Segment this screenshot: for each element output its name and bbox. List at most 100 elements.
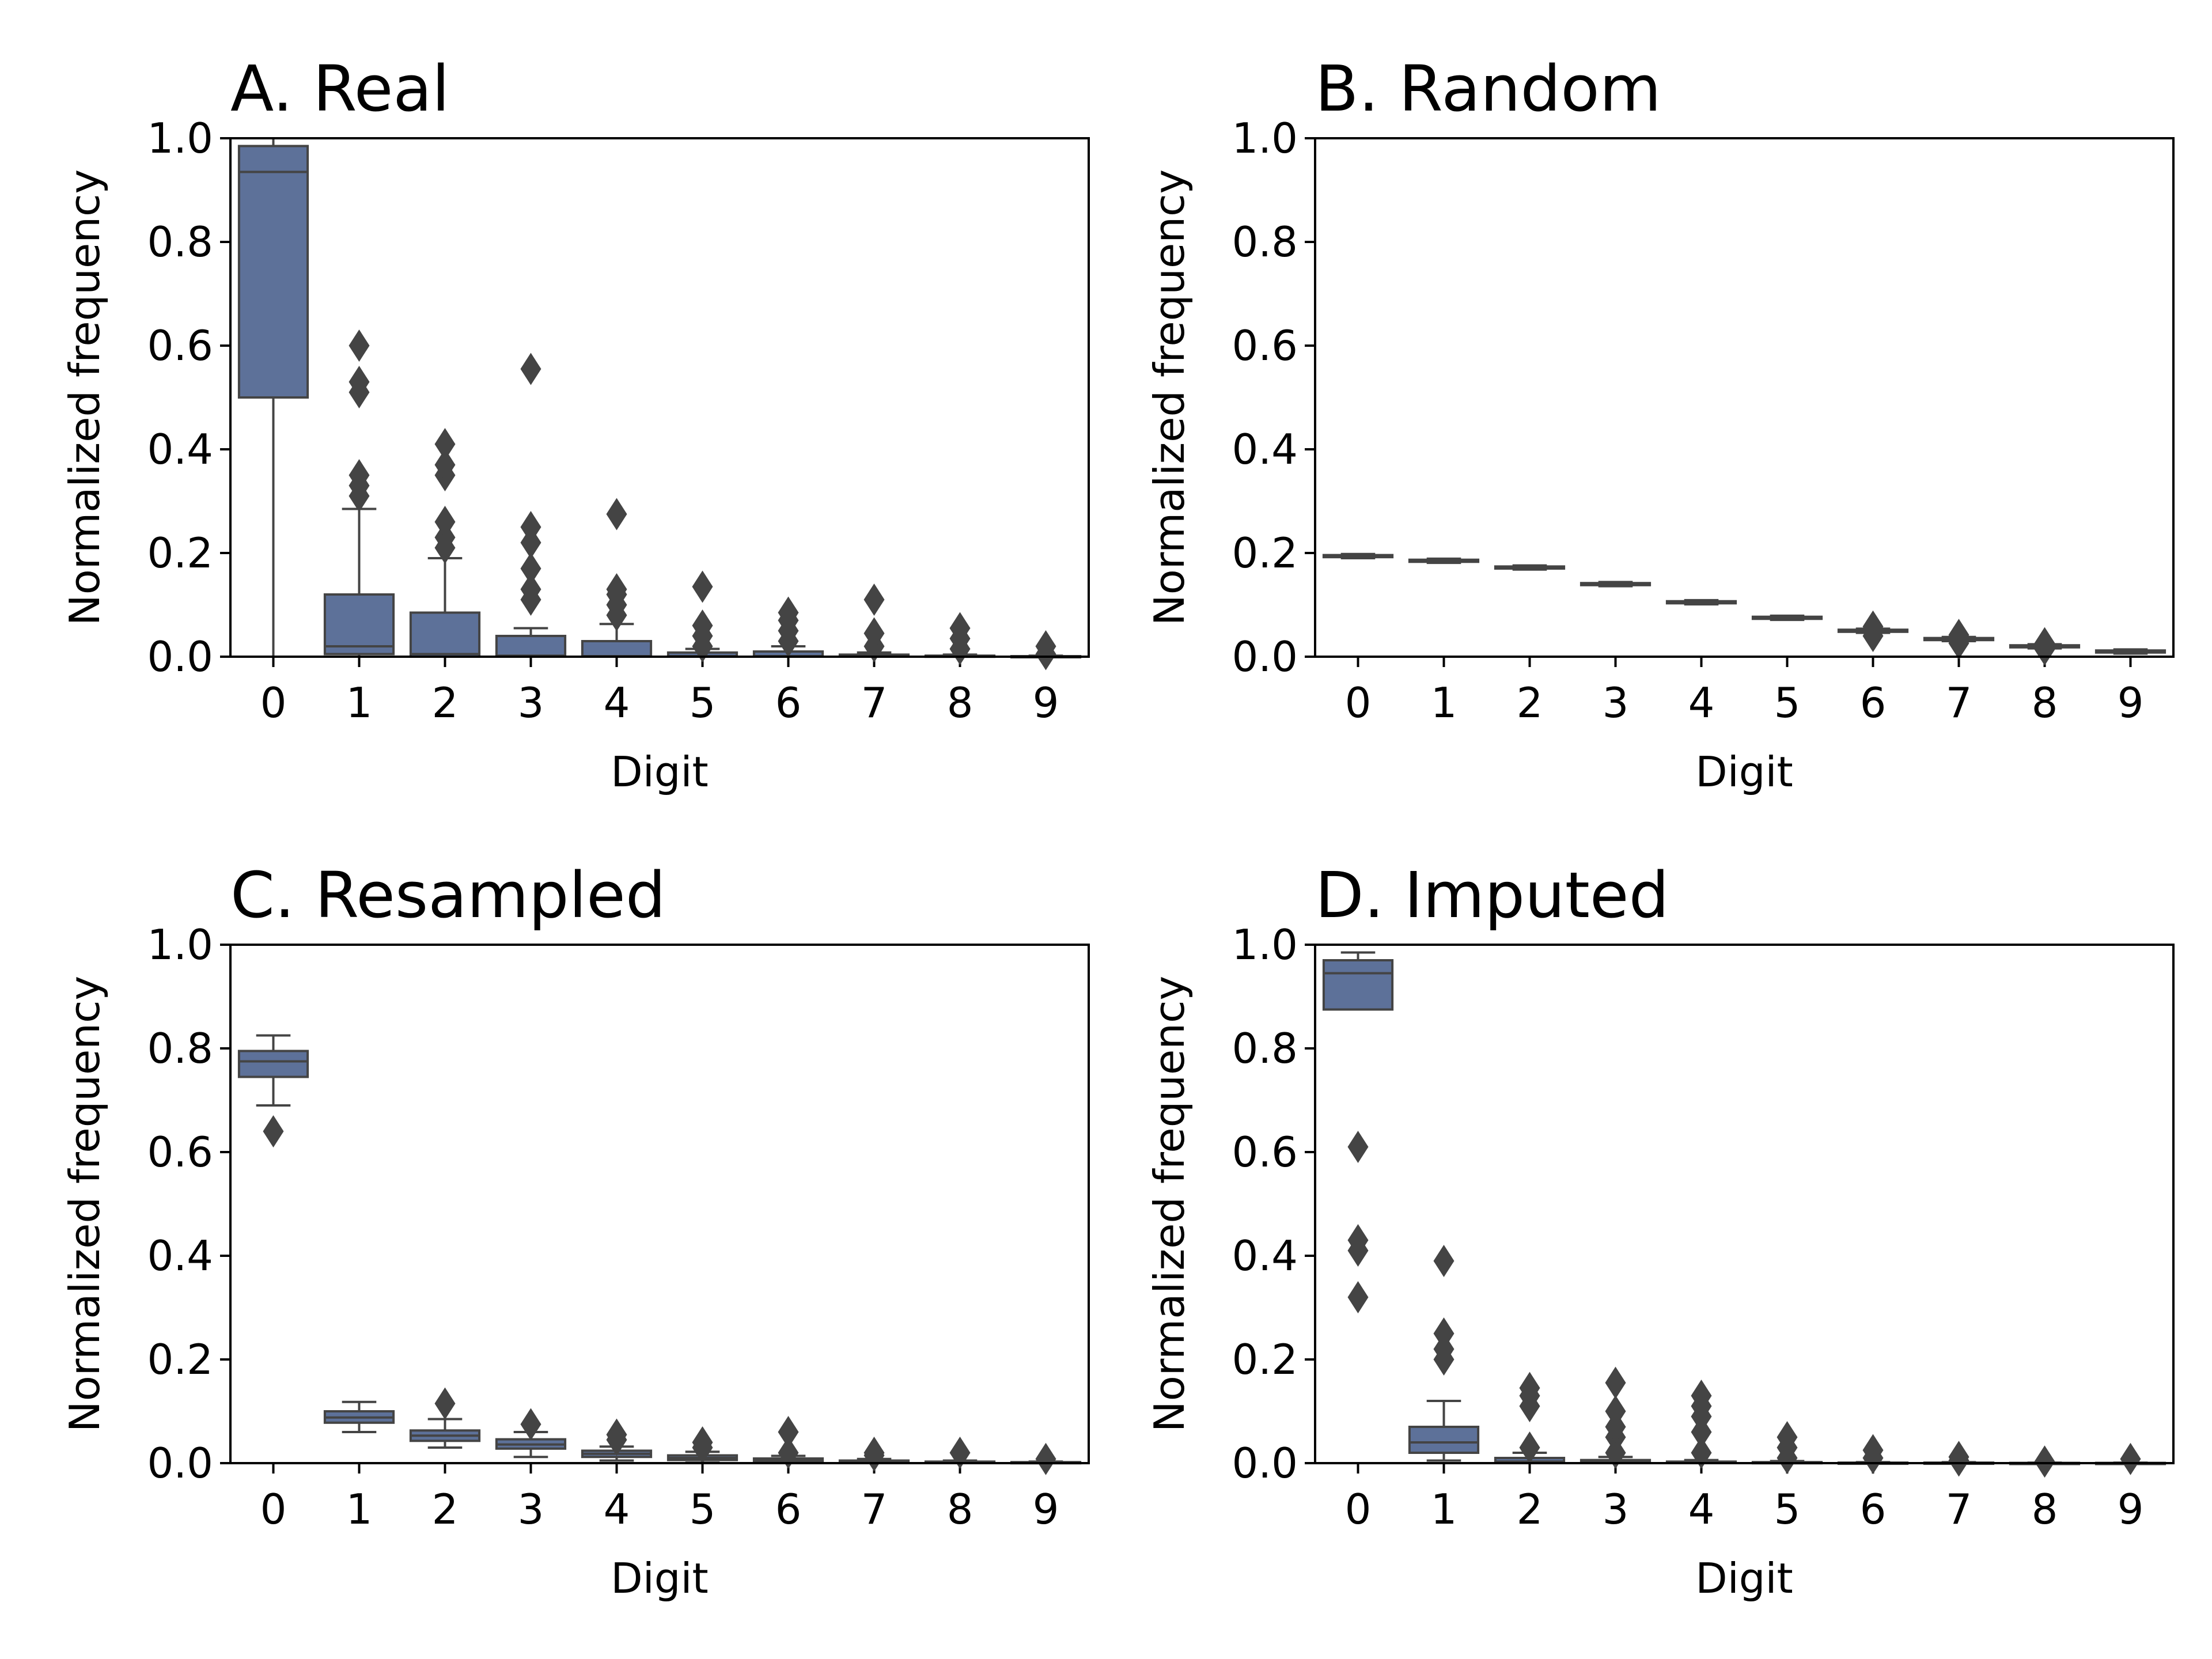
axes-frame — [1314, 944, 2175, 1464]
box-digit-1 — [1408, 1245, 1480, 1462]
box — [1322, 959, 1394, 1011]
y-tick-label: 0.0 — [147, 632, 213, 681]
outlier-marker — [1862, 1434, 1884, 1467]
outlier-marker — [2034, 627, 2055, 660]
y-tick-label: 0.4 — [147, 1232, 213, 1280]
y-tick-label: 0.6 — [1232, 321, 1298, 370]
outlier-marker — [520, 353, 541, 385]
box — [237, 1050, 309, 1078]
box-digit-2 — [409, 1387, 481, 1449]
x-tick-label: 5 — [690, 679, 716, 727]
y-tick-label: 0.6 — [147, 1128, 213, 1176]
box-digit-9 — [2094, 1442, 2166, 1475]
outlier-marker — [863, 617, 885, 650]
y-tick-label: 0.8 — [147, 218, 213, 266]
box-digit-7 — [1923, 1441, 1995, 1477]
y-axis-label: Normalized frequency — [1145, 976, 1194, 1432]
y-tick-label: 0.0 — [147, 1439, 213, 1487]
outlier-marker — [1347, 1131, 1369, 1163]
y-tick-label: 0.4 — [1232, 1232, 1298, 1280]
x-tick-label: 8 — [2032, 679, 2058, 727]
x-tick-label: 6 — [1860, 1485, 1887, 1533]
outlier-marker — [1605, 1395, 1626, 1427]
y-tick-label: 0.6 — [147, 321, 213, 370]
y-tick-label: 0.2 — [1232, 1335, 1298, 1384]
x-axis-label: Digit — [611, 1554, 708, 1603]
y-axis-label: Normalized frequency — [60, 169, 109, 626]
outlier-marker — [2034, 1445, 2055, 1478]
box-digit-3 — [495, 1408, 567, 1459]
outlier-marker — [692, 570, 713, 603]
box — [323, 593, 395, 656]
outlier-marker — [1948, 619, 1969, 652]
outlier-marker — [1035, 1442, 1056, 1475]
box-digit-0 — [237, 1034, 309, 1147]
x-tick-label: 9 — [1033, 1485, 1059, 1533]
x-tick-label: 9 — [2118, 1485, 2144, 1533]
y-tick-label: 0.2 — [147, 529, 213, 577]
box-digit-7 — [838, 584, 910, 662]
outlier-marker — [434, 449, 456, 481]
panel-title: C. Resampled — [230, 858, 666, 932]
outlier-marker — [692, 609, 713, 642]
x-tick-label: 2 — [1517, 1485, 1543, 1533]
x-tick-label: 7 — [861, 1485, 888, 1533]
box-digit-3 — [495, 353, 567, 658]
box-digit-3 — [1580, 581, 1652, 588]
box-digit-8 — [2009, 1445, 2081, 1478]
outlier-marker — [1433, 1245, 1455, 1277]
box-digit-0 — [1322, 552, 1394, 559]
outlier-marker — [434, 506, 456, 538]
panel-2: B. Random 0.0 0.2 0.4 0.6 0.8 1.0 0 1 2 3 4 5 6 7 8 9 Dig… — [1145, 52, 2175, 796]
outlier-marker — [434, 1387, 456, 1420]
box-digit-4 — [581, 1418, 653, 1462]
box — [409, 611, 481, 658]
box-digit-0 — [237, 137, 309, 658]
x-tick-label: 7 — [1946, 1485, 1972, 1533]
x-tick-label: 3 — [1603, 1485, 1629, 1533]
outlier-marker — [606, 1418, 627, 1451]
y-tick-label: 1.0 — [147, 114, 213, 162]
x-tick-label: 6 — [775, 679, 802, 727]
outlier-marker — [520, 552, 541, 585]
outlier-marker — [1605, 1366, 1626, 1399]
box-digit-9 — [1010, 630, 1082, 671]
x-tick-label: 9 — [1033, 679, 1059, 727]
box — [1408, 1426, 1480, 1454]
x-tick-label: 1 — [1431, 1485, 1457, 1533]
x-tick-label: 1 — [346, 679, 373, 727]
outlier-marker — [1035, 630, 1056, 662]
outlier-marker — [778, 1416, 799, 1448]
x-tick-label: 1 — [346, 1485, 373, 1533]
outlier-marker — [1862, 610, 1884, 643]
box-digit-6 — [1837, 610, 1909, 652]
outlier-marker — [778, 1437, 799, 1469]
outlier-marker — [349, 459, 370, 491]
box-digit-5 — [666, 570, 738, 662]
box-digit-9 — [1010, 1442, 1082, 1475]
y-tick-label: 0.0 — [1232, 1439, 1298, 1487]
x-tick-label: 3 — [518, 1485, 544, 1533]
box-digit-7 — [838, 1437, 910, 1472]
x-tick-label: 2 — [1517, 679, 1543, 727]
x-tick-label: 7 — [861, 679, 888, 727]
outlier-marker — [606, 573, 627, 605]
outlier-marker — [1777, 1421, 1798, 1453]
panel-title: A. Real — [230, 52, 449, 126]
x-tick-label: 4 — [1688, 679, 1715, 727]
box — [495, 635, 567, 658]
x-tick-label: 2 — [432, 679, 459, 727]
box-digit-6 — [752, 1416, 824, 1469]
outlier-marker — [1948, 1441, 1969, 1474]
box-digit-5 — [1751, 1421, 1823, 1474]
x-tick-label: 6 — [1860, 679, 1887, 727]
x-tick-label: 0 — [260, 679, 287, 727]
box-digit-1 — [1408, 557, 1480, 565]
x-tick-label: 5 — [1774, 1485, 1801, 1533]
x-tick-label: 6 — [775, 1485, 802, 1533]
x-tick-label: 8 — [2032, 1485, 2058, 1533]
outlier-marker — [434, 428, 456, 460]
x-tick-label: 0 — [1345, 1485, 1372, 1533]
box — [581, 640, 653, 658]
y-tick-label: 0.2 — [1232, 529, 1298, 577]
